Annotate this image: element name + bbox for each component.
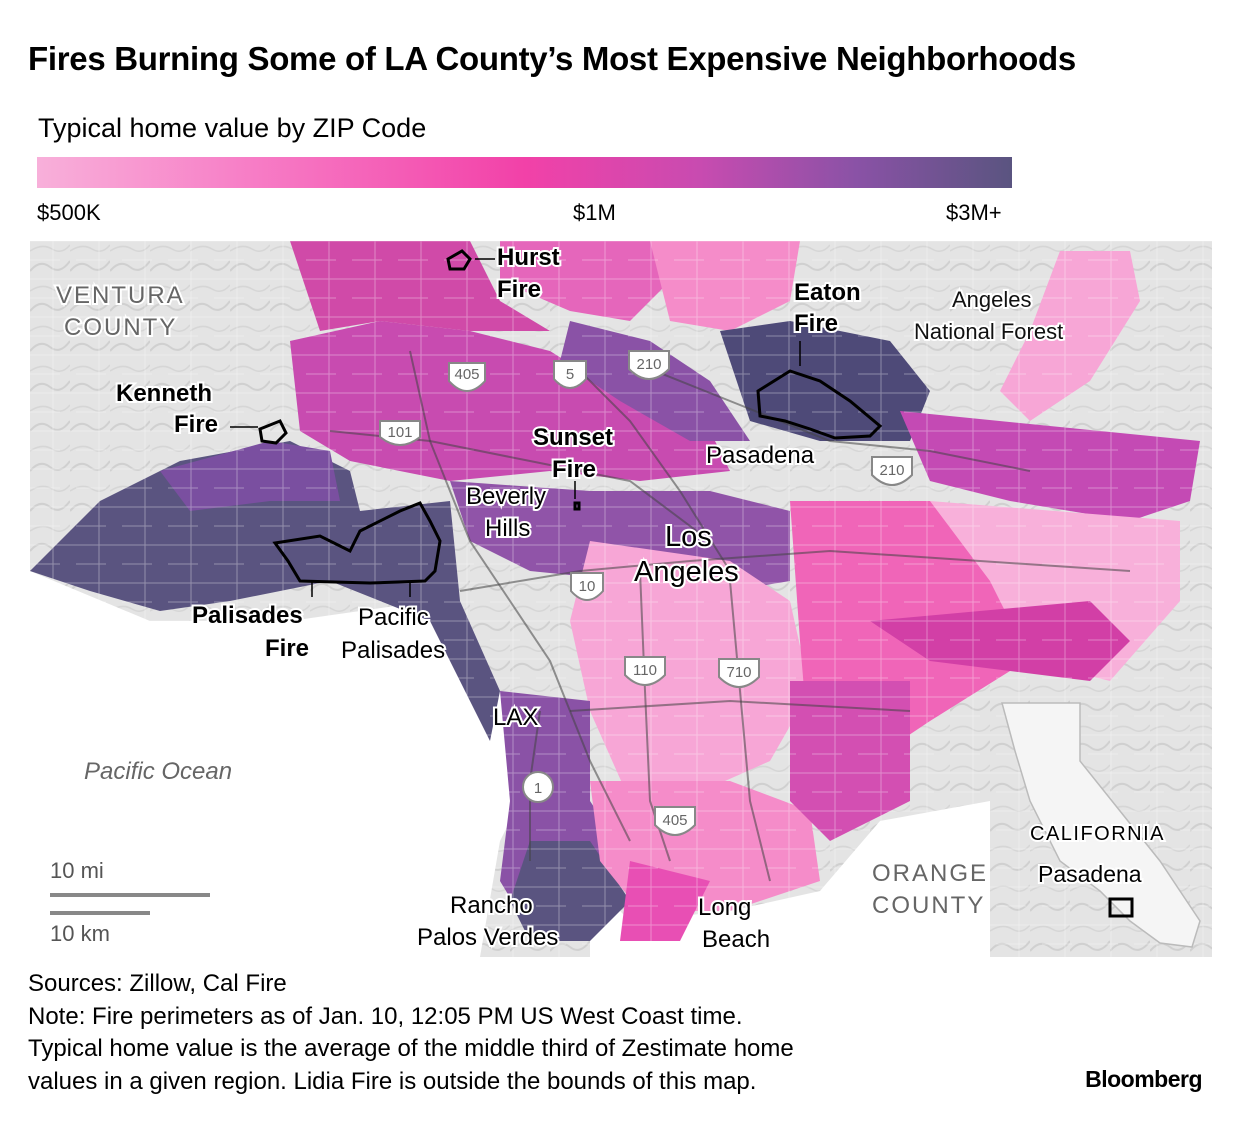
- inset-location-marker: [1108, 897, 1134, 918]
- legend-mid-label: $1M: [573, 200, 616, 225]
- bloomberg-logo: Bloomberg: [1085, 1066, 1202, 1092]
- beverly-hills-label-2: Hills: [485, 515, 530, 542]
- california-inset: CALIFORNIA Pasadena: [1001, 702, 1201, 948]
- shield-label: 405: [454, 366, 479, 383]
- shield-label: 10: [579, 578, 596, 595]
- interstate-10-shield: 10: [570, 572, 604, 601]
- scale-bar: 10 mi 10 km: [50, 858, 210, 946]
- rancho-palos-verdes-label-2: Palos Verdes: [417, 924, 558, 951]
- shield-label: 210: [879, 462, 904, 479]
- legend-high-label: $3M+: [946, 200, 1002, 225]
- interstate-710-shield: 710: [718, 658, 760, 688]
- note-line-3: values in a given region. Lidia Fire is …: [28, 1067, 757, 1095]
- interstate-405-shield: 405: [448, 362, 486, 392]
- angeles-forest-label: Angeles: [952, 287, 1032, 312]
- beverly-hills-label: Beverly: [466, 483, 546, 510]
- highway-shields: 405 5 210 101 210 10 110 710 405 1: [379, 350, 913, 836]
- long-beach-label: Long: [698, 894, 751, 921]
- shield-label: 5: [566, 366, 574, 383]
- long-beach-label-2: Beach: [702, 926, 770, 953]
- interstate-405-shield-south: 405: [654, 806, 696, 836]
- interstate-110-shield: 110: [624, 656, 666, 686]
- scale-miles-label: 10 mi: [50, 858, 104, 883]
- ventura-county-label-2: COUNTY: [64, 314, 177, 341]
- lax-label: LAX: [493, 704, 538, 731]
- sunset-fire-label: Sunset: [533, 424, 613, 451]
- palisades-fire-label: Palisades: [192, 602, 303, 629]
- legend-color-bar: [37, 157, 1012, 188]
- note-line-1: Note: Fire perimeters as of Jan. 10, 12:…: [28, 1002, 743, 1030]
- shield-label: 710: [726, 664, 751, 681]
- orange-county-label: ORANGE: [872, 860, 988, 887]
- eaton-fire-label: Eaton: [794, 279, 861, 306]
- note-line-2: Typical home value is the average of the…: [28, 1035, 794, 1062]
- interstate-210-shield-east: 210: [871, 456, 913, 486]
- ca-1-shield: 1: [522, 771, 554, 803]
- inset-pasadena-label: Pasadena: [1038, 861, 1142, 887]
- california-outline: [1001, 702, 1201, 948]
- shield-label: 210: [636, 356, 661, 373]
- pacific-palisades-label-2: Palisades: [341, 637, 445, 664]
- eaton-fire-perimeter: [756, 369, 883, 440]
- shield-label: 405: [662, 812, 687, 829]
- shield-label: 101: [387, 424, 412, 441]
- ventura-county-label: VENTURA: [56, 282, 185, 309]
- orange-county-label-2: COUNTY: [872, 892, 985, 919]
- interstate-5-shield: 5: [553, 360, 587, 389]
- california-label: CALIFORNIA: [1030, 823, 1165, 845]
- legend-low-label: $500K: [37, 200, 101, 225]
- notes: Sources: Zillow, Cal Fire Note: Fire per…: [28, 968, 794, 1098]
- pacific-palisades-label: Pacific: [358, 604, 429, 631]
- kenneth-fire-label: Kenneth: [116, 380, 212, 407]
- legend-title: Typical home value by ZIP Code: [38, 113, 427, 143]
- rancho-palos-verdes-label: Rancho: [450, 892, 533, 919]
- hurst-fire-perimeter: [446, 249, 472, 271]
- interstate-210-shield: 210: [628, 350, 670, 380]
- eaton-fire-label-2: Fire: [794, 310, 838, 337]
- sunset-fire-perimeter: [573, 501, 581, 511]
- sources-line: Sources: Zillow, Cal Fire: [28, 970, 287, 997]
- palisades-fire-label-2: Fire: [265, 635, 309, 662]
- scale-km-label: 10 km: [50, 921, 110, 946]
- zip-boundaries: [30, 241, 1212, 957]
- los-angeles-label-2: Angeles: [634, 556, 739, 588]
- hurst-fire-label-2: Fire: [497, 276, 541, 303]
- shield-label: 110: [633, 662, 657, 679]
- pasadena-label: Pasadena: [706, 442, 815, 469]
- sunset-fire-label-2: Fire: [552, 456, 596, 483]
- los-angeles-label: Los: [665, 521, 712, 553]
- kenneth-fire-label-2: Fire: [174, 411, 218, 438]
- shield-label: 1: [534, 780, 542, 797]
- pacific-ocean-label: Pacific Ocean: [84, 758, 232, 785]
- angeles-forest-label-2: National Forest: [914, 319, 1063, 344]
- leader-lines: [230, 258, 801, 597]
- chart-title: Fires Burning Some of LA County’s Most E…: [28, 40, 1076, 77]
- map: 405 5 210 101 210 10 110 710 405 1 VENTU…: [30, 241, 1212, 957]
- hurst-fire-label: Hurst: [497, 244, 560, 271]
- kenneth-fire-perimeter: [258, 419, 288, 445]
- us-101-shield: 101: [379, 420, 421, 446]
